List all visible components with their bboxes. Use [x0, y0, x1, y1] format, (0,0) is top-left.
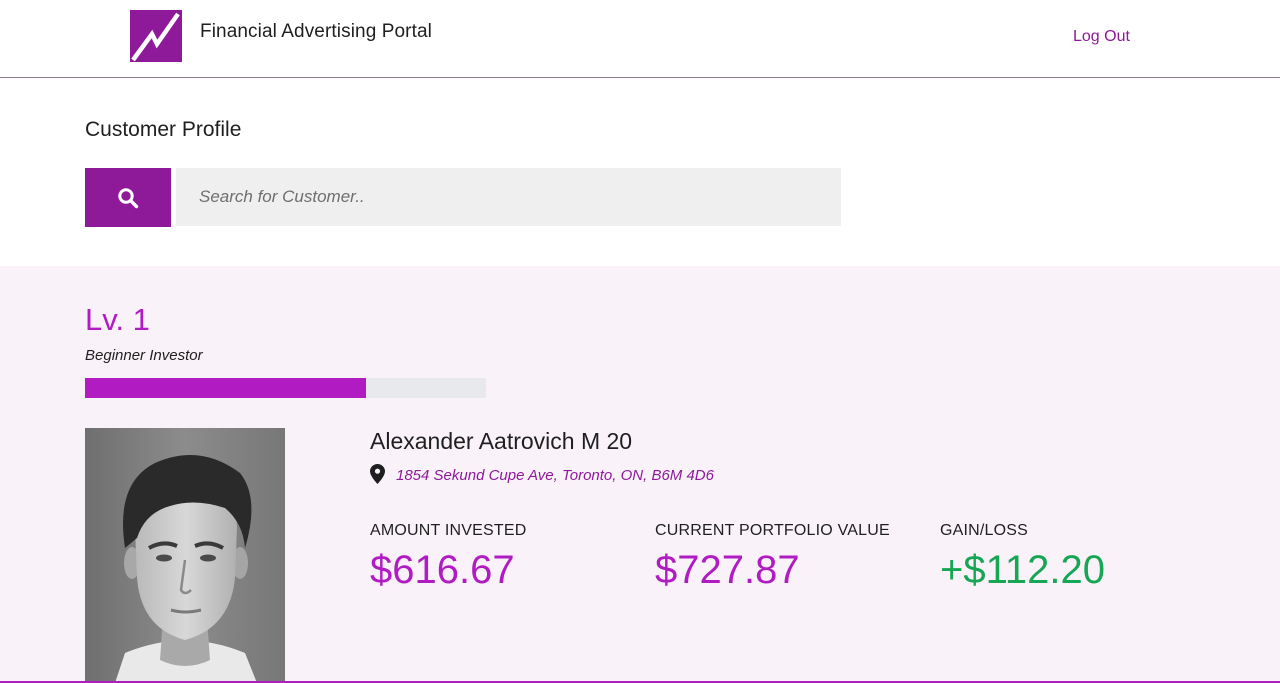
rising-chart-logo-icon[interactable] [130, 10, 182, 62]
gain-loss-value: +$112.20 [940, 548, 1105, 592]
gain-loss-label: GAIN/LOSS [940, 522, 1029, 539]
log-out-link[interactable]: Log Out [1073, 28, 1130, 45]
level-progress-bar [85, 378, 486, 398]
customer-photo [85, 428, 285, 683]
customer-search-input[interactable] [176, 168, 841, 226]
amount-invested-value: $616.67 [370, 548, 515, 592]
portfolio-value-label: CURRENT PORTFOLIO VALUE [655, 522, 890, 539]
top-bar: Financial Advertising Portal Log Out [0, 0, 1280, 78]
map-pin-icon [370, 464, 385, 484]
app-title: Financial Advertising Portal [200, 21, 432, 42]
level-progress-fill [85, 378, 366, 398]
customer-address[interactable]: 1854 Sekund Cupe Ave, Toronto, ON, B6M 4… [396, 467, 714, 484]
customer-name: Alexander Aatrovich M 20 [370, 428, 633, 454]
page-title: Customer Profile [85, 118, 242, 141]
portfolio-value-amount: $727.87 [655, 548, 800, 592]
search-icon [118, 187, 139, 208]
search-button[interactable] [85, 168, 171, 227]
customer-portrait-image [85, 428, 285, 683]
panel-divider [0, 681, 1280, 683]
investor-rank: Beginner Investor [85, 347, 203, 364]
amount-invested-label: AMOUNT INVESTED [370, 522, 527, 539]
investor-level: Lv. 1 [85, 302, 150, 337]
